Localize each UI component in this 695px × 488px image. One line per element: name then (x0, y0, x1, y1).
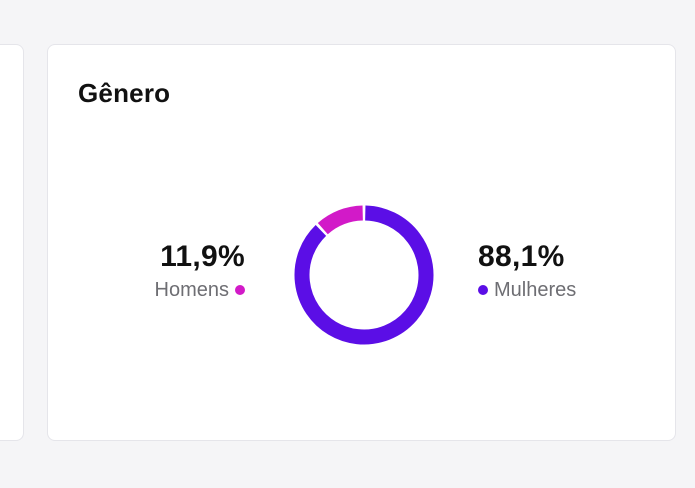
donut-segment-women (294, 205, 434, 345)
previous-card (0, 44, 24, 441)
men-stat: 11,9% Homens (155, 242, 245, 300)
women-percent: 88,1% (478, 240, 565, 273)
women-dot-icon (478, 285, 488, 295)
page-bottom (0, 470, 695, 488)
women-stat: 88,1% Mulheres (478, 242, 576, 300)
donut-segment-men (317, 205, 364, 235)
men-percent: 11,9% (160, 240, 245, 273)
gender-donut-chart (294, 205, 434, 345)
men-legend: Homens (155, 280, 245, 300)
women-label: Mulheres (494, 279, 577, 301)
card-title: Gênero (78, 78, 171, 108)
gender-card: Gênero 11,9% Homens 88,1% Mulheres (47, 44, 676, 441)
men-dot-icon (235, 285, 245, 295)
men-label: Homens (154, 279, 229, 301)
women-legend: Mulheres (478, 280, 576, 300)
